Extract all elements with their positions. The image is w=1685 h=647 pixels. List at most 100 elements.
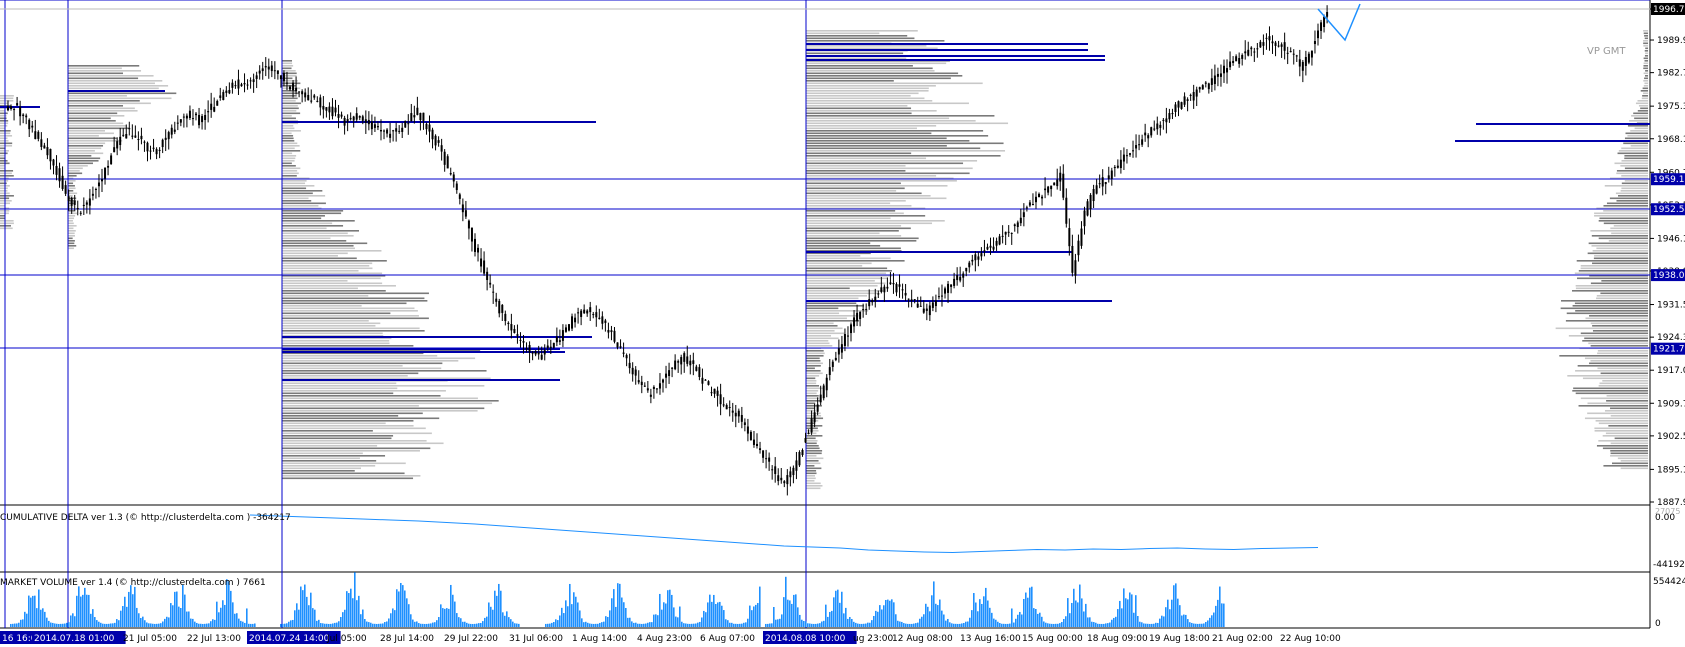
volume-bar xyxy=(817,623,819,627)
volume-bar xyxy=(833,597,835,627)
vp-bar xyxy=(806,487,821,490)
vp-bar-right xyxy=(1642,87,1648,90)
volume-bar xyxy=(1223,603,1225,627)
candle-body xyxy=(1174,104,1177,113)
volume-bar xyxy=(392,608,394,627)
vp-bar-right xyxy=(1598,385,1648,387)
volume-bar xyxy=(44,611,46,627)
volume-bar xyxy=(284,623,286,627)
candle-body xyxy=(743,422,746,425)
vp-bar xyxy=(282,187,307,190)
candle-body xyxy=(110,155,113,165)
candle-body xyxy=(1092,189,1095,202)
vp-bar xyxy=(282,350,481,352)
vp-bar xyxy=(806,302,857,305)
vp-bar xyxy=(282,257,357,260)
price-highlight-box xyxy=(1651,3,1685,15)
candle-body xyxy=(971,259,974,262)
vp-bar xyxy=(68,147,102,150)
volume-bar xyxy=(1049,623,1051,627)
vp-bar-left xyxy=(0,170,14,172)
vp-bar xyxy=(282,225,344,227)
vp-bar-right xyxy=(1621,160,1648,162)
candle-body xyxy=(237,79,240,89)
volume-bar xyxy=(581,618,583,627)
candle-body xyxy=(1068,228,1071,247)
vp-bar xyxy=(282,82,301,85)
candle-body xyxy=(780,477,783,481)
volume-bar xyxy=(947,618,949,627)
vp-bar xyxy=(282,402,493,405)
volume-bar xyxy=(1087,617,1089,627)
volume-bar xyxy=(941,610,943,627)
candle-body xyxy=(731,410,734,413)
volume-bar xyxy=(320,623,322,627)
volume-bar xyxy=(839,602,841,627)
vp-bar xyxy=(806,122,1009,125)
vp-bar xyxy=(806,457,824,460)
volume-bar xyxy=(1155,622,1157,627)
candle-body xyxy=(249,80,252,82)
vp-bar-right xyxy=(1574,272,1648,275)
vp-bar xyxy=(282,305,362,307)
volume-bar xyxy=(30,597,32,627)
vp-bar xyxy=(282,230,359,232)
candle-body xyxy=(1047,186,1050,193)
vp-bar-right xyxy=(1629,120,1648,122)
vp-bar-right xyxy=(1597,367,1648,370)
candle-body xyxy=(410,113,413,122)
candle-body xyxy=(386,129,389,134)
volume-bar xyxy=(745,622,747,627)
candle-body xyxy=(1192,91,1195,101)
candle-body xyxy=(574,317,577,323)
volume-bar xyxy=(140,617,142,627)
vp-bar xyxy=(68,145,104,147)
vp-bar xyxy=(806,142,1004,145)
candle-body xyxy=(37,131,40,139)
vp-bar xyxy=(806,32,880,35)
candle-body xyxy=(155,149,158,155)
candle-body xyxy=(343,117,346,126)
candle-body xyxy=(292,82,295,91)
candle-body xyxy=(580,310,583,317)
vp-bar-right xyxy=(1566,312,1648,315)
volume-bar xyxy=(781,614,783,627)
vp-bar xyxy=(282,300,428,302)
vp-bar-left xyxy=(0,110,5,112)
volume-bar xyxy=(663,602,665,627)
candle-body xyxy=(1232,60,1235,63)
candle-body xyxy=(289,86,292,90)
vp-bar xyxy=(282,465,376,467)
volume-bar xyxy=(166,616,168,627)
candle-body xyxy=(592,314,595,316)
time-label-highlight-box xyxy=(247,631,341,644)
candle-body xyxy=(204,114,207,121)
vp-bar xyxy=(806,207,926,210)
vp-bar xyxy=(282,185,315,187)
vp-bar xyxy=(282,120,298,122)
volume-bar xyxy=(629,617,631,627)
vp-bar xyxy=(282,180,307,182)
volume-bar xyxy=(625,607,627,627)
vp-bar xyxy=(282,200,312,202)
vp-bar xyxy=(806,110,937,112)
volume-bar xyxy=(98,621,100,627)
candle-body xyxy=(346,119,349,122)
candle-body xyxy=(376,126,379,128)
volume-bar xyxy=(452,594,454,627)
volume-bar xyxy=(771,623,773,627)
time-label-highlight-box xyxy=(32,631,126,644)
volume-bar xyxy=(617,583,619,627)
vp-bar-right xyxy=(1620,467,1648,470)
volume-bar xyxy=(510,619,512,627)
volume-bar xyxy=(837,589,839,627)
candle-body xyxy=(1298,59,1301,67)
candle-body xyxy=(104,167,107,179)
candle-body xyxy=(1077,240,1080,256)
candle-body xyxy=(1201,85,1204,90)
volume-bar xyxy=(130,585,132,627)
vp-bar xyxy=(282,322,381,325)
vp-bar xyxy=(282,145,300,147)
vp-bar xyxy=(806,365,821,367)
